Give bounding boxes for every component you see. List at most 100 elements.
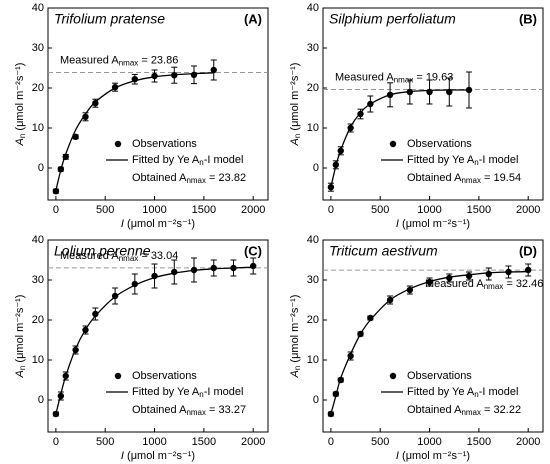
obtained-annotation-eq: = <box>206 404 219 416</box>
legend-name-sub: n <box>199 158 203 167</box>
observation-point <box>210 66 217 74</box>
observation-point <box>230 264 237 272</box>
panel: 0 10 20 30 40 0 500 1000 1500 2000 Lolium perenne (… <box>14 234 269 462</box>
observation-point <box>52 188 60 195</box>
x-tick-label: 1000 <box>142 436 166 448</box>
y-tick-label: 10 <box>32 354 44 366</box>
panel-title: Trifolium pratense <box>54 11 165 27</box>
legend-marker <box>114 372 122 380</box>
x-label-unit: (μmol m⁻²s⁻¹) <box>399 450 470 462</box>
y-axis-label: An (μmol m⁻²s⁻¹) <box>14 295 27 379</box>
x-tick-label: 1500 <box>467 436 491 448</box>
x-tick-label: 2000 <box>516 436 540 448</box>
measured-annotation-value: 32.46 <box>516 278 544 290</box>
measured-annotation-prefix: Measured A <box>335 71 394 83</box>
y-tick-label: 10 <box>307 122 319 134</box>
y-axis-label: An (μmol m⁻²s⁻¹) <box>289 63 302 147</box>
obtained-annotation-eq: = <box>481 172 494 184</box>
observation-point <box>406 88 414 96</box>
x-tick-label: 0 <box>328 204 334 216</box>
x-tick-label: 500 <box>371 204 389 216</box>
x-tick-label: 1000 <box>417 436 441 448</box>
legend-label: Fitted by Ye An-I model <box>132 154 243 167</box>
obtained-annotation: Obtained Anmax = 19.54 <box>407 172 521 185</box>
obtained-annotation-sub: nmax <box>186 408 206 417</box>
panel-label: (C) <box>244 243 262 258</box>
obtained-annotation-sub: nmax <box>461 408 481 417</box>
panel-title: Lolium perenne <box>54 243 151 259</box>
obtained-annotation-sub: nmax <box>186 176 206 185</box>
x-label-unit: (μmol m⁻²s⁻¹) <box>124 218 195 230</box>
observation-point <box>485 270 492 278</box>
observation-point <box>357 330 364 338</box>
observation-point <box>72 346 79 354</box>
obtained-annotation-value: 32.22 <box>494 404 522 416</box>
legend-name-tail: -I model <box>479 386 519 398</box>
obtained-annotation-value: 33.27 <box>219 404 247 416</box>
observation-point <box>131 76 139 83</box>
obtained-annotation-eq: = <box>206 172 219 184</box>
measured-annotation-sub: nmax <box>119 254 139 263</box>
x-tick-label: 2000 <box>516 204 540 216</box>
measured-annotation-eq: = <box>413 71 426 83</box>
panel: 0 10 20 30 40 0 500 1000 1500 2000 Silphium perfol… <box>289 2 544 230</box>
legend-label: Observations <box>132 138 197 150</box>
observation-point <box>190 266 198 274</box>
plot-frame <box>322 239 544 433</box>
measured-annotation: Measured Anmax = 33.04 <box>60 250 178 263</box>
x-tick-label: 0 <box>328 436 334 448</box>
y-label-var: A <box>14 138 26 146</box>
plot-frame <box>47 7 269 201</box>
legend-name: Fitted by Ye A <box>407 154 475 166</box>
y-axis-label: An (μmol m⁻²s⁻¹) <box>14 63 27 147</box>
y-label-sub: n <box>293 134 302 138</box>
observation-point <box>465 272 473 280</box>
x-axis-label: I (μmol m⁻²s⁻¹) <box>396 218 470 230</box>
y-tick-label: 40 <box>32 234 44 246</box>
measured-annotation-value: 19.63 <box>426 71 454 83</box>
y-tick-label: 30 <box>307 42 319 54</box>
x-tick-label: 1500 <box>467 204 491 216</box>
panel-label: (B) <box>519 11 537 26</box>
y-tick-label: 10 <box>307 354 319 366</box>
x-label-unit: (μmol m⁻²s⁻¹) <box>124 450 195 462</box>
x-tick-label: 2000 <box>241 436 265 448</box>
legend-name-sub: n <box>199 390 203 399</box>
observation-point <box>446 88 453 96</box>
observation-point <box>327 410 335 418</box>
observation-point <box>82 326 89 334</box>
measured-annotation: Measured Anmax = 19.63 <box>335 71 453 84</box>
legend-name: Fitted by Ye A <box>132 154 200 166</box>
y-tick-label: 0 <box>313 162 319 174</box>
measured-annotation-sub: nmax <box>119 59 139 68</box>
observation-point <box>111 292 119 300</box>
measured-annotation-eq: = <box>138 54 151 66</box>
x-label-var: I <box>396 450 399 462</box>
y-tick-label: 30 <box>32 42 44 54</box>
observation-point <box>171 268 178 276</box>
observation-point <box>446 274 453 282</box>
panel-label: (A) <box>244 11 262 26</box>
observation-point <box>327 184 335 191</box>
measured-annotation-eq: = <box>138 250 151 262</box>
legend-label: Fitted by Ye An-I model <box>132 386 243 399</box>
plot-frame <box>47 239 269 433</box>
obtained-annotation-prefix: Obtained A <box>132 404 187 416</box>
observation-point <box>337 376 344 384</box>
x-label-var: I <box>121 218 124 230</box>
x-label-var: I <box>121 450 124 462</box>
observation-point <box>426 278 433 286</box>
observation-point <box>525 266 532 274</box>
y-label-unit: (μmol m⁻²s⁻¹) <box>14 63 26 134</box>
legend-name: Fitted by Ye A <box>407 386 475 398</box>
y-tick-label: 30 <box>32 274 44 286</box>
observation-point <box>210 264 217 272</box>
y-label-unit: (μmol m⁻²s⁻¹) <box>289 295 301 366</box>
x-axis-label: I (μmol m⁻²s⁻¹) <box>121 218 195 230</box>
panel-title: Silphium perfoliatum <box>329 11 456 27</box>
observation-point <box>367 314 374 322</box>
panel: 0 10 20 30 40 0 500 1000 1500 2000 Triticum aestiv… <box>289 234 544 462</box>
measured-annotation-value: 23.86 <box>151 54 179 66</box>
observation-point <box>406 286 414 294</box>
